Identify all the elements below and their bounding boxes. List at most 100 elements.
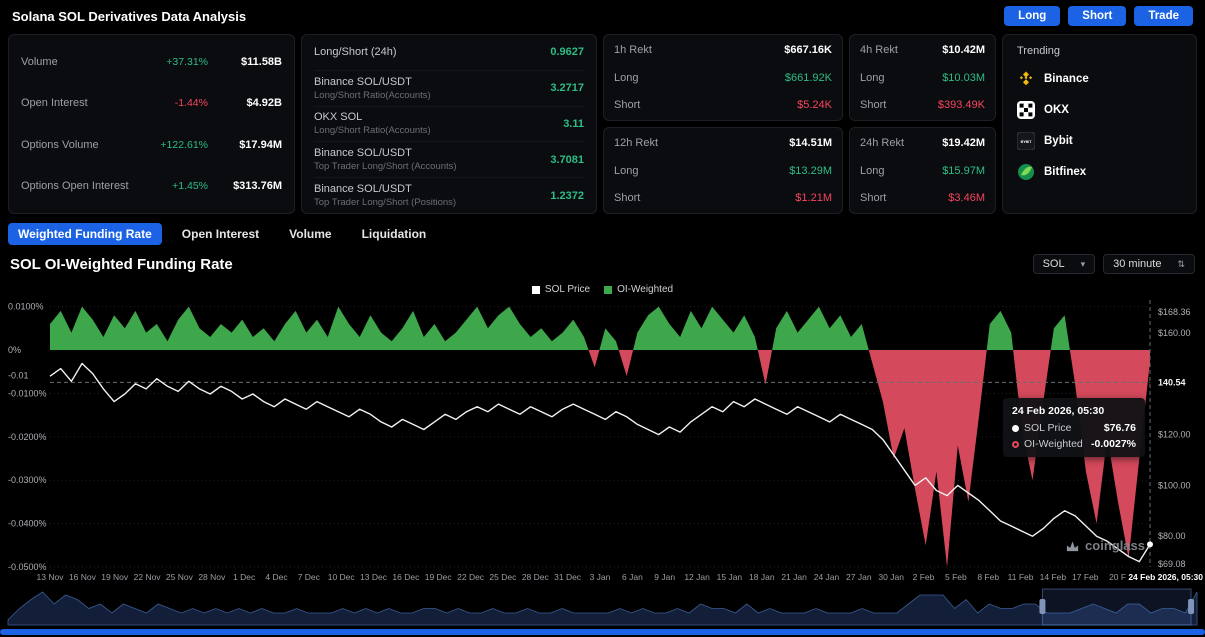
tooltip-row: SOL Price$76.76 (1012, 422, 1136, 434)
stat-label: Volume (21, 56, 58, 68)
longshort-ratio-panel: Long/Short (24h)0.9627Binance SOL/USDTLo… (301, 34, 597, 214)
svg-text:$80.00: $80.00 (1158, 531, 1186, 541)
header-short-button[interactable]: Short (1068, 6, 1126, 26)
ratio-value: 0.9627 (550, 46, 584, 58)
rekt-column-left: 1h Rekt$667.16KLong$661.92KShort$5.24K12… (603, 34, 843, 214)
legend-label: OI-Weighted (617, 284, 673, 295)
tab-open-interest[interactable]: Open Interest (172, 223, 269, 245)
svg-text:17 Feb: 17 Feb (1072, 572, 1099, 582)
tab-volume[interactable]: Volume (279, 223, 341, 245)
ratio-sublabel: Long/Short Ratio(Accounts) (314, 125, 431, 136)
rekt-long-value: $13.29M (789, 165, 832, 177)
svg-text:-0.0100%: -0.0100% (8, 388, 47, 398)
market-stat-row: Options Volume+122.61%$17.94M (21, 139, 282, 151)
svg-text:$69.08: $69.08 (1158, 559, 1186, 569)
rekt-short-row: Short$1.21M (614, 192, 832, 204)
trending-item-bitfinex[interactable]: Bitfinex (1017, 163, 1182, 181)
svg-text:30 Jan: 30 Jan (878, 572, 904, 582)
rekt-title-row: 4h Rekt $10.42M (860, 44, 985, 56)
rekt-short-value: $3.46M (948, 192, 985, 204)
rekt-total: $667.16K (784, 44, 832, 56)
rekt-long-label: Long (614, 165, 638, 177)
rekt-title: 4h Rekt (860, 44, 898, 56)
stat-label: Options Volume (21, 139, 99, 151)
symbol-select[interactable]: SOL ▾ (1033, 254, 1096, 274)
rekt-short-row: Short$5.24K (614, 99, 832, 111)
updown-arrows-icon: ⇅ (1177, 259, 1185, 270)
legend-swatch (532, 286, 540, 294)
trending-item-okx[interactable]: OKX (1017, 101, 1182, 119)
rekt-short-label: Short (860, 99, 886, 111)
okx-icon (1017, 101, 1035, 119)
ratio-row: Binance SOL/USDTLong/Short Ratio(Account… (314, 70, 584, 106)
chart-scrollbar[interactable] (0, 629, 1205, 635)
navigator-selection[interactable] (1042, 589, 1191, 625)
ratio-labels: Binance SOL/USDTTop Trader Long/Short (A… (314, 147, 457, 172)
rekt-short-row: Short$393.49K (860, 99, 985, 111)
chart-controls: SOL ▾ 30 minute ⇅ (1033, 254, 1195, 274)
svg-text:22 Dec: 22 Dec (457, 572, 485, 582)
svg-text:19 Dec: 19 Dec (425, 572, 453, 582)
rekt-title: 1h Rekt (614, 44, 652, 56)
tooltip-row: OI-Weighted-0.0027% (1012, 438, 1136, 450)
chart-legend: SOL PriceOI-Weighted (0, 284, 1205, 295)
chart-navigator[interactable] (0, 588, 1205, 626)
trending-item-label: OKX (1044, 104, 1069, 116)
trending-item-binance[interactable]: Binance (1017, 70, 1182, 88)
chart-tooltip: 24 Feb 2026, 05:30 SOL Price$76.76OI-Wei… (1003, 398, 1145, 457)
ratio-value: 1.2372 (550, 190, 584, 202)
tooltip-label: SOL Price (1024, 422, 1071, 434)
tooltip-value: -0.0027% (1091, 438, 1136, 450)
stat-value: $313.76M (208, 180, 282, 192)
svg-text:$168.36: $168.36 (1158, 307, 1191, 317)
svg-text:1 Dec: 1 Dec (233, 572, 256, 582)
topbar-actions: Long Short Trade (1004, 6, 1193, 26)
funding-rate-chart[interactable]: SOL PriceOI-Weighted 0.0100%0%-0.0100%-0… (0, 280, 1205, 588)
svg-text:15 Jan: 15 Jan (717, 572, 743, 582)
trending-item-label: Binance (1044, 73, 1089, 85)
tab-liquidation[interactable]: Liquidation (352, 223, 437, 245)
interval-select[interactable]: 30 minute ⇅ (1103, 254, 1195, 274)
topbar: Solana SOL Derivatives Data Analysis Lon… (0, 0, 1205, 32)
navigator-handle-right[interactable] (1188, 599, 1194, 614)
tab-weighted-funding-rate[interactable]: Weighted Funding Rate (8, 223, 162, 245)
binance-icon (1017, 70, 1035, 88)
rekt-long-label: Long (860, 72, 884, 84)
rekt-short-label: Short (860, 192, 886, 204)
symbol-select-value: SOL (1043, 258, 1065, 270)
rekt-column-right: 4h Rekt$10.42MLong$10.03MShort$393.49K24… (849, 34, 996, 214)
header-long-button[interactable]: Long (1004, 6, 1060, 26)
rekt-long-row: Long$661.92K (614, 72, 832, 84)
interval-select-value: 30 minute (1113, 258, 1161, 270)
svg-text:13 Nov: 13 Nov (37, 572, 65, 582)
chart-tabs: Weighted Funding Rate Open Interest Volume… (0, 220, 1205, 248)
funding-dot-icon (1012, 441, 1019, 448)
rekt-total: $10.42M (942, 44, 985, 56)
section-header: SOL OI-Weighted Funding Rate SOL ▾ 30 mi… (0, 248, 1205, 280)
rekt-short-value: $1.21M (795, 192, 832, 204)
ratio-value: 3.11 (563, 118, 584, 130)
app-root: Solana SOL Derivatives Data Analysis Lon… (0, 0, 1205, 635)
svg-text:-0.0200%: -0.0200% (8, 432, 47, 442)
trending-item-bybit[interactable]: BYBITBybit (1017, 132, 1182, 150)
svg-text:16 Dec: 16 Dec (392, 572, 420, 582)
svg-text:9 Jan: 9 Jan (654, 572, 675, 582)
header-trade-button[interactable]: Trade (1134, 6, 1193, 26)
rekt-title-row: 1h Rekt $667.16K (614, 44, 832, 56)
svg-text:-0.0500%: -0.0500% (8, 562, 47, 572)
rekt-title-row: 12h Rekt$14.51M (614, 137, 832, 149)
navigator-handle-left[interactable] (1039, 599, 1045, 614)
rekt-long-value: $661.92K (785, 72, 832, 84)
legend-item: OI-Weighted (604, 284, 673, 295)
svg-text:13 Dec: 13 Dec (360, 572, 388, 582)
svg-text:25 Nov: 25 Nov (166, 572, 194, 582)
market-stat-row: Volume+37.31%$11.58B (21, 56, 282, 68)
rekt-long-row: Long $13.29M (614, 165, 832, 177)
svg-text:11 Feb: 11 Feb (1008, 572, 1034, 582)
rekt-title: 24h Rekt (860, 137, 904, 149)
ratio-row: OKX SOLLong/Short Ratio(Accounts)3.11 (314, 106, 584, 142)
bybit-icon: BYBIT (1017, 132, 1035, 150)
x-axis-labels: 13 Nov16 Nov19 Nov22 Nov25 Nov28 Nov1 De… (37, 572, 1204, 582)
trending-list: Binance OKX BYBITBybit Bitfinex (1017, 70, 1182, 181)
stat-change: +37.31% (166, 56, 208, 68)
